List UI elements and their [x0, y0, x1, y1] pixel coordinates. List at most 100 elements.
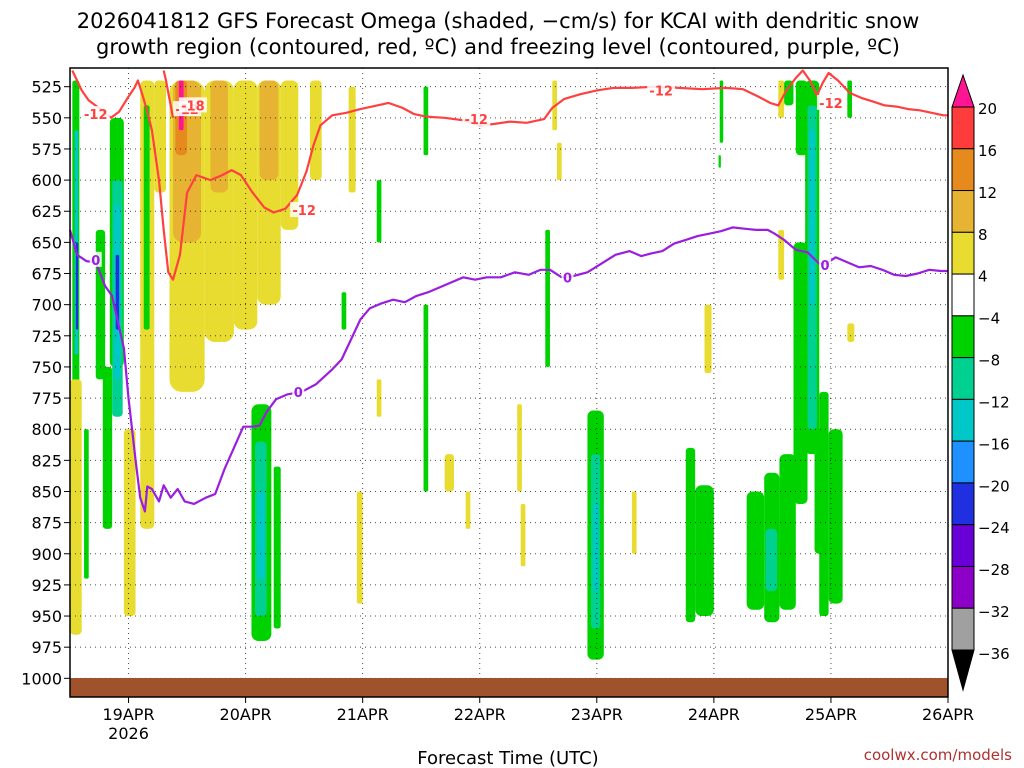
y-tick-label: 800: [31, 420, 62, 439]
y-tick-label: 825: [31, 451, 62, 470]
contour-label-bg: [816, 94, 845, 110]
omega-blob: [556, 142, 562, 181]
omega-blob: [685, 447, 696, 623]
colorbar-label: −4: [978, 310, 1000, 328]
omega-blob: [545, 229, 550, 367]
x-tick-label: 24APR: [688, 705, 740, 724]
omega-blob: [719, 80, 724, 143]
chart-title-line1: 2026041812 GFS Forecast Omega (shaded, −…: [77, 9, 920, 33]
colorbar-swatch: [951, 607, 975, 651]
contour-label-bg: [292, 383, 305, 399]
contour-label: -12: [84, 108, 108, 123]
omega-blob: [348, 86, 356, 193]
colorbar-label: −28: [978, 561, 1010, 579]
omega-blob: [778, 229, 785, 280]
dendritic-minus12-line: [71, 69, 948, 281]
omega-blob: [376, 379, 382, 417]
colorbar-swatch: [951, 398, 975, 442]
y-tick-label: 650: [31, 233, 62, 252]
contour-label-bg: [290, 201, 319, 217]
omega-blob: [746, 491, 765, 610]
omega-blob: [819, 391, 829, 617]
colorbar-top-triangle: [951, 73, 975, 108]
y-tick-label: 550: [31, 109, 62, 128]
omega-blob: [259, 80, 279, 181]
contour-label-bg: [819, 256, 832, 272]
x-tick-label: 19APR: [102, 705, 154, 724]
colorbar: 20 16 12 8 4 −4 −8 −12 −16 −20 −24 −28 −32 −36: [951, 73, 1010, 692]
omega-blob: [376, 180, 382, 243]
contour-label: -12: [819, 97, 843, 112]
contour-label: -18: [181, 99, 205, 114]
omega-blob: [70, 379, 82, 635]
colorbar-swatch: [951, 482, 975, 526]
colorbar-swatch: [951, 440, 975, 484]
omega-blob: [84, 429, 89, 579]
contour-label-bg: [89, 251, 102, 267]
colorbar-swatch: [951, 273, 975, 317]
colorbar-swatch: [951, 148, 975, 192]
omega-blob: [828, 429, 843, 604]
y-tick-label: 900: [31, 545, 62, 564]
omega-blob: [143, 105, 150, 330]
y-tick-label: 975: [31, 638, 62, 657]
contour-label: -12: [464, 113, 488, 128]
contour-label: 0: [91, 254, 100, 269]
omega-blob: [517, 404, 522, 492]
colorbar-swatch: [951, 106, 975, 150]
y-tick-label: 625: [31, 202, 62, 221]
contour-label-bg: [462, 111, 491, 127]
colorbar-label: 4: [978, 268, 988, 286]
omega-blob: [593, 503, 598, 592]
y-tick-label: 775: [31, 389, 62, 408]
omega-blob: [210, 80, 229, 193]
omega-blob: [847, 323, 855, 343]
y-tick-label: 525: [31, 78, 62, 97]
colorbar-swatch: [951, 231, 975, 275]
omega-blob: [765, 528, 778, 592]
x-tick-sublabel: 2026: [108, 724, 149, 743]
omega-blob: [847, 80, 853, 118]
colorbar-label: −32: [978, 603, 1010, 621]
colorbar-label: 20: [978, 100, 997, 118]
y-tick-label: 750: [31, 358, 62, 377]
dendritic-minus18-line: [162, 70, 175, 119]
omega-blob: [465, 491, 471, 529]
colorbar-swatch: [951, 524, 975, 567]
x-tick-label: 22APR: [454, 705, 506, 724]
colorbar-label: −24: [978, 519, 1010, 537]
y-axis: 525 550 575 600 625 650 675 700 725 750 775 800 825 8…: [21, 78, 70, 688]
y-tick-label: 950: [31, 607, 62, 626]
y-tick-label: 850: [31, 482, 62, 501]
omega-blob: [809, 130, 815, 305]
contour-label-bg: [178, 97, 207, 113]
colorbar-label: −8: [978, 352, 1000, 370]
y-tick-label: 575: [31, 140, 62, 159]
colorbar-swatch: [951, 190, 975, 233]
colorbar-label: 12: [978, 184, 997, 202]
omega-shading: [70, 80, 855, 660]
credit-text: coolwx.com/models: [864, 746, 1012, 764]
colorbar-bottom-triangle: [951, 649, 975, 692]
omega-blob: [793, 242, 808, 504]
omega-blob: [784, 80, 794, 106]
y-tick-label: 925: [31, 576, 62, 595]
contour-label: -12: [292, 204, 316, 219]
omega-blob: [75, 242, 79, 330]
omega-blob: [695, 485, 714, 617]
x-tick-label: 20APR: [220, 705, 272, 724]
omega-blob: [273, 466, 281, 629]
omega-blob: [102, 366, 113, 529]
terrain-ground: [70, 678, 948, 697]
x-tick-label: 21APR: [337, 705, 389, 724]
omega-blob: [309, 80, 322, 181]
contour-label: 0: [821, 259, 830, 274]
omega-blob: [233, 80, 258, 330]
chart-title-line2: growth region (contoured, red, ºC) and f…: [96, 35, 900, 59]
omega-blob: [779, 454, 796, 610]
y-tick-label: 725: [31, 327, 62, 346]
y-tick-label: 700: [31, 296, 62, 315]
